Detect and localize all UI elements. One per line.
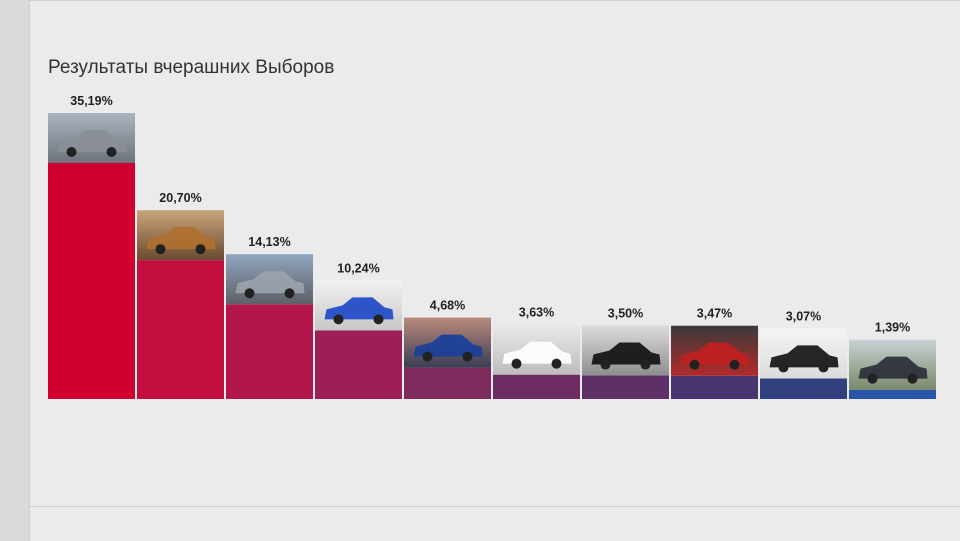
bar-6 xyxy=(493,374,580,399)
bar-2 xyxy=(137,260,224,399)
bar-8 xyxy=(671,375,758,399)
bar-9 xyxy=(760,378,847,399)
black-hatchback-snow-photo xyxy=(760,328,847,379)
silver-sedan-parking-photo xyxy=(226,254,313,305)
car-interior-red-seats-photo xyxy=(671,325,758,376)
bar-label-10: 1,39% xyxy=(875,321,910,335)
bar-label-1: 35,19% xyxy=(70,94,112,108)
bar-label-3: 14,13% xyxy=(248,235,290,249)
black-sedan-photo xyxy=(582,325,669,376)
bar-label-2: 20,70% xyxy=(159,191,201,205)
bar-label-5: 4,68% xyxy=(430,299,465,313)
white-sedan-photo xyxy=(493,324,580,375)
window-top-border xyxy=(0,0,960,1)
bar-label-6: 3,63% xyxy=(519,306,554,320)
dark-sedan-road-photo xyxy=(849,339,936,390)
bar-3 xyxy=(226,304,313,399)
bar-10 xyxy=(849,389,936,399)
bar-label-7: 3,50% xyxy=(608,307,643,321)
bar-label-8: 3,47% xyxy=(697,307,732,321)
bar-label-4: 10,24% xyxy=(337,261,379,275)
bar-label-9: 3,07% xyxy=(786,309,821,323)
chart-title: Результаты вчерашних Выборов xyxy=(48,57,335,78)
grey-tuned-hatchback-photo xyxy=(48,113,135,163)
bar-5 xyxy=(404,367,491,399)
blue-hatchback-photo xyxy=(315,280,402,331)
blue-car-brick-wall-photo xyxy=(404,317,491,368)
slide-bottom-border xyxy=(29,506,960,507)
bar-4 xyxy=(315,330,402,399)
bar-7 xyxy=(582,375,669,399)
bottom-panel xyxy=(30,507,960,541)
bar-1 xyxy=(48,163,135,399)
left-panel xyxy=(0,0,30,541)
rusty-open-hood-car-photo xyxy=(137,210,224,261)
